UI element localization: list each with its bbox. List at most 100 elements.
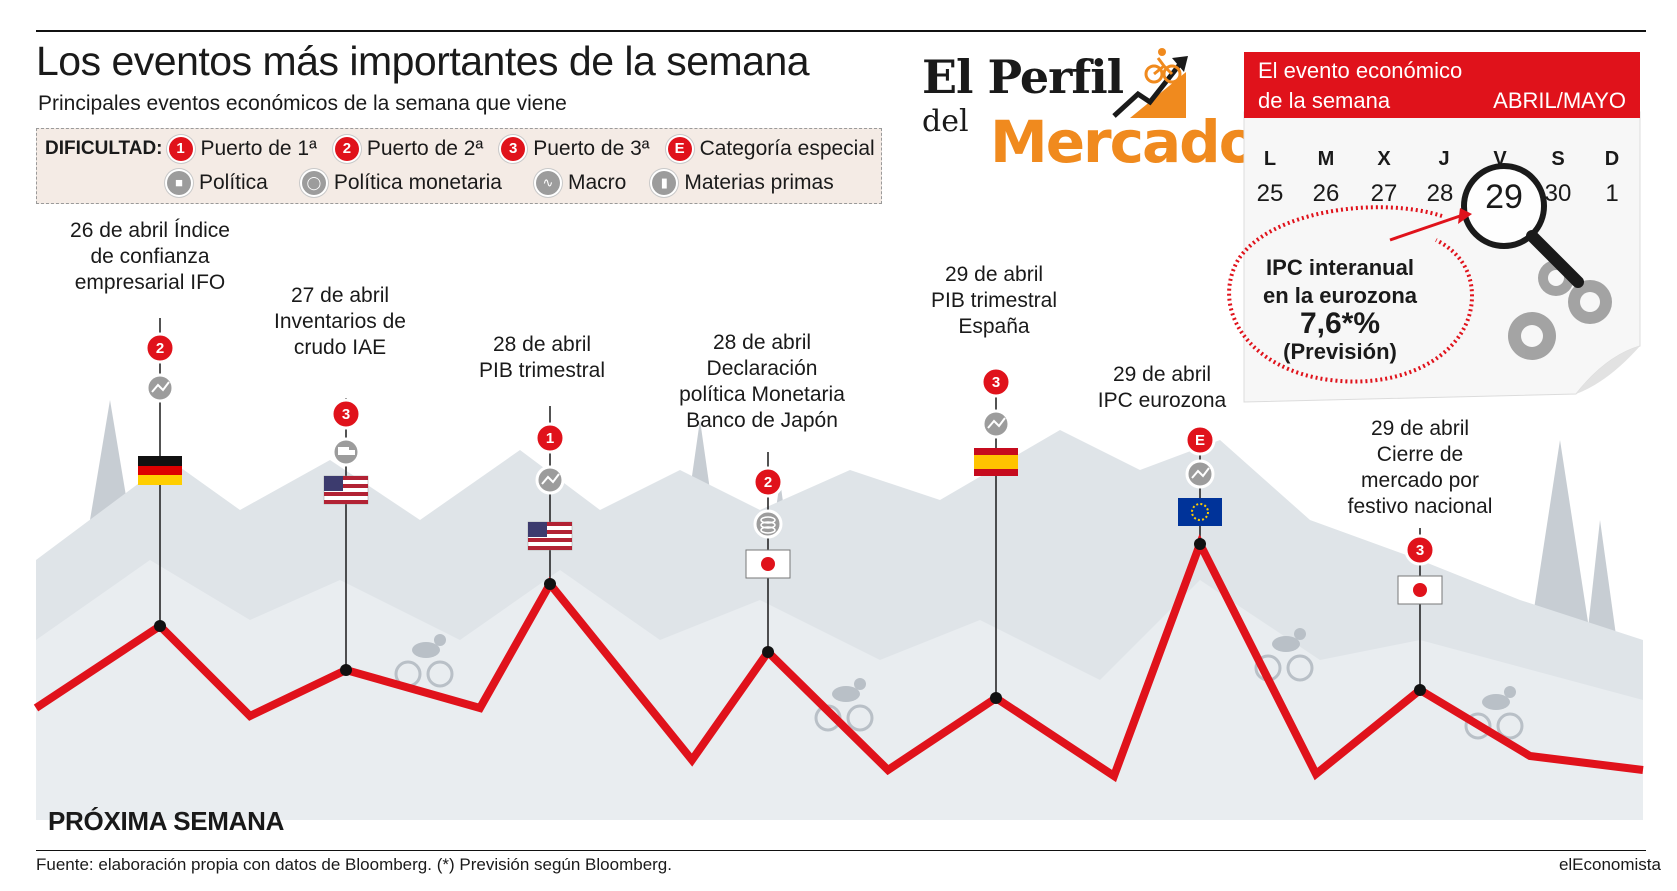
event-label-line: política Monetaria xyxy=(679,383,845,406)
difficulty-3-badge: 3 xyxy=(501,137,526,161)
event-badge-text: 3 xyxy=(342,406,350,423)
legend-label: DIFICULTAD: xyxy=(45,138,163,159)
section-label: PRÓXIMA SEMANA xyxy=(48,806,285,836)
trend-icon xyxy=(535,465,565,495)
difficulty-2-badge: 2 xyxy=(334,137,359,161)
calendar-date: 26 xyxy=(1312,180,1340,207)
politica-icon: ■ xyxy=(167,171,191,195)
trend-icon: ∿ xyxy=(535,171,560,195)
event-badge-text: E xyxy=(1195,432,1205,449)
event-label-line: España xyxy=(958,315,1030,338)
ipc-callout-line2: en la eurozona xyxy=(1262,283,1418,308)
source-note: Fuente: elaboración propia con datos de … xyxy=(36,855,672,874)
event-badge: 1 xyxy=(534,422,566,454)
calendar-date: 27 xyxy=(1370,180,1398,207)
top-rule xyxy=(36,30,1646,32)
usa-flag-icon xyxy=(323,475,369,505)
event-label-line: mercado por xyxy=(1361,469,1479,492)
coins-icon xyxy=(753,509,783,539)
ipc-callout-value: 7,6*% xyxy=(1299,307,1381,340)
event-label: 29 de abril PIB trimestral España xyxy=(931,262,1057,340)
legend-text: Categoría especial xyxy=(699,137,875,160)
eu-flag-icon xyxy=(1178,498,1222,526)
ipc-callout-line4: (Previsión) xyxy=(1283,339,1397,364)
calendar-day: D xyxy=(1604,148,1620,170)
event-badge: 3 xyxy=(1404,534,1436,566)
event-type-icons xyxy=(145,373,1215,539)
event-badge: 2 xyxy=(752,466,784,498)
route-nodes xyxy=(154,538,1426,704)
event-badge: 3 xyxy=(980,366,1012,398)
event-badge: 2 xyxy=(144,332,176,364)
legend-text: Materias primas xyxy=(684,171,834,194)
event-label: 28 de abril Declaración política Monetar… xyxy=(679,330,845,434)
calendar-date: 28 xyxy=(1426,180,1454,207)
calendar-day: S xyxy=(1551,148,1565,170)
brand-el-perfil: El Perfil xyxy=(922,50,1124,104)
event-label-line: empresarial IFO xyxy=(74,271,226,294)
page-subtitle: Principales eventos económicos de la sem… xyxy=(38,92,567,115)
legend-text: Puerto de 2ª xyxy=(366,137,484,160)
event-label: 27 de abril Inventarios de crudo IAE xyxy=(274,283,406,361)
event-label-line: de confianza xyxy=(90,245,210,268)
event-label-line: 29 de abril xyxy=(1370,417,1470,440)
legend-difficulty-row: DIFICULTAD: 1 Puerto de 1ª 2 Puerto de 2… xyxy=(37,137,893,161)
event-label: 26 de abril Índice de confianza empresar… xyxy=(70,218,230,296)
event-label-line: PIB trimestral xyxy=(478,359,606,382)
event-label-line: Inventarios de xyxy=(274,310,406,333)
calendar-highlight-date: 29 xyxy=(1485,178,1523,216)
event-label-line: 29 de abril xyxy=(944,263,1044,286)
legend-text: Política monetaria xyxy=(333,171,502,194)
japan-flag-icon xyxy=(745,549,791,579)
calendar-day: L xyxy=(1263,148,1277,170)
brand-del: del xyxy=(922,104,969,139)
calendar-date: 30 xyxy=(1544,180,1572,207)
germany-flag-icon xyxy=(138,456,182,485)
event-difficulty-badges: 2 3 1 2 3 E 3 xyxy=(144,332,1436,566)
event-badge-text: 3 xyxy=(1416,542,1424,559)
event-label-line: 29 de abril xyxy=(1112,363,1212,386)
legend-text: Política xyxy=(199,171,268,194)
event-label: 28 de abril PIB trimestral xyxy=(479,332,605,384)
event-badge-text: 2 xyxy=(156,340,164,357)
difficulty-1-badge: 1 xyxy=(168,137,193,161)
publisher-credit: elEconomista xyxy=(1558,855,1661,874)
legend-box: DIFICULTAD: 1 Puerto de 1ª 2 Puerto de 2… xyxy=(36,128,882,204)
event-label-line: 26 de abril Índice xyxy=(70,219,230,242)
calendar-day: X xyxy=(1377,148,1391,170)
event-badge: 3 xyxy=(330,398,362,430)
event-label-line: festivo nacional xyxy=(1347,495,1493,518)
ipc-callout: IPC interanual en la eurozona 7,6*% (Pre… xyxy=(1263,254,1417,366)
calendar-day: J xyxy=(1438,148,1450,170)
spain-flag-icon xyxy=(974,448,1018,476)
brand-mercado: Mercado xyxy=(990,108,1259,176)
legend-text: Macro xyxy=(567,171,627,194)
event-label-line: PIB trimestral xyxy=(930,289,1058,312)
event-badge-text: 2 xyxy=(764,474,772,491)
route-line xyxy=(33,534,1644,783)
event-label-line: IPC eurozona xyxy=(1097,389,1227,412)
ipc-callout-line1: IPC interanual xyxy=(1266,255,1414,280)
calendar-day: M xyxy=(1317,148,1335,170)
calendar-date: 1 xyxy=(1605,180,1619,207)
event-label-line: 28 de abril xyxy=(492,333,592,356)
event-label-line: Declaración xyxy=(706,357,818,380)
legend-text: Puerto de 3ª xyxy=(533,137,650,160)
calendar-header-line2: de la semana xyxy=(1258,88,1391,113)
event-label: 29 de abril Cierre de mercado por festiv… xyxy=(1348,416,1493,520)
calendar-header: El evento económico de la semana ABRIL/M… xyxy=(1244,52,1640,118)
japan-flag-icon xyxy=(1397,575,1443,605)
difficulty-e-badge: E xyxy=(667,137,692,161)
bottom-rule xyxy=(36,850,1646,851)
event-badge: E xyxy=(1184,424,1216,456)
trend-icon xyxy=(1185,459,1215,489)
event-badge-text: 3 xyxy=(992,374,1000,391)
event-label: 29 de abril IPC eurozona xyxy=(1098,362,1226,414)
event-label-line: Banco de Japón xyxy=(686,409,838,432)
legend-text: Puerto de 1ª xyxy=(200,137,317,160)
calendar-month: ABRIL/MAYO xyxy=(1493,88,1626,113)
usa-flag-icon xyxy=(527,521,573,551)
event-label-line: 27 de abril xyxy=(290,284,390,307)
page-title: Los eventos más importantes de la semana xyxy=(36,38,810,84)
